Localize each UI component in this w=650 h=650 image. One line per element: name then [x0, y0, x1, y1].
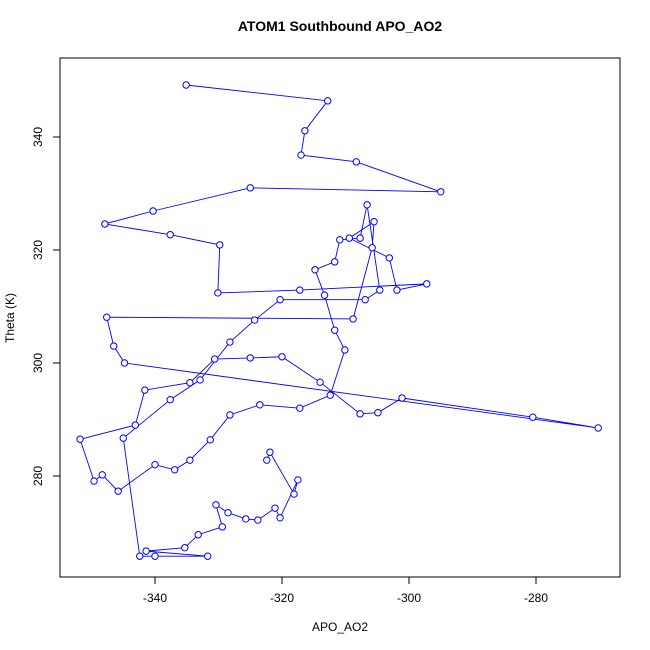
point	[361, 296, 369, 304]
series-line	[79, 84, 599, 557]
point	[246, 354, 254, 362]
point	[276, 514, 284, 522]
point	[120, 359, 129, 367]
point	[216, 241, 224, 249]
point	[336, 236, 344, 244]
point	[110, 342, 118, 350]
point	[393, 286, 401, 294]
point	[141, 386, 149, 394]
y-axis-label: Theta (K)	[3, 293, 17, 343]
point	[151, 460, 159, 469]
point	[316, 378, 324, 386]
point	[170, 466, 179, 474]
point	[206, 436, 214, 444]
x-axis-label: APO_AO2	[312, 620, 368, 634]
point	[186, 456, 194, 464]
point	[363, 201, 371, 209]
plot-frame	[59, 57, 621, 578]
y-tick-label: 300	[31, 353, 45, 373]
point	[142, 547, 150, 555]
point	[226, 338, 234, 346]
point	[149, 207, 157, 215]
point	[301, 127, 309, 135]
point	[341, 346, 349, 354]
chart-title: ATOM1 Southbound APO_AO2	[238, 18, 443, 34]
y-tick-label: 340	[31, 127, 45, 147]
point	[271, 504, 279, 512]
point	[101, 220, 109, 228]
point	[398, 394, 406, 402]
point	[194, 531, 202, 539]
point	[370, 218, 378, 226]
point	[374, 409, 382, 417]
point	[529, 413, 537, 421]
point	[214, 289, 222, 297]
point	[594, 424, 602, 432]
x-tick-label: -320	[270, 591, 294, 605]
point	[423, 280, 431, 288]
point	[311, 266, 319, 274]
point	[326, 391, 334, 399]
x-tick-label: -340	[143, 591, 167, 605]
point	[76, 435, 84, 443]
point	[356, 410, 364, 418]
point	[349, 315, 357, 323]
point	[203, 552, 212, 560]
x-tick-label: -280	[524, 591, 548, 605]
point	[376, 286, 384, 294]
point	[294, 476, 302, 484]
point	[263, 456, 271, 464]
point	[166, 396, 174, 404]
x-tick-label: -300	[397, 591, 421, 605]
point	[182, 81, 190, 89]
point	[368, 244, 376, 252]
point	[242, 515, 250, 523]
point	[210, 355, 219, 363]
point	[218, 523, 227, 531]
point	[320, 291, 329, 299]
point	[352, 158, 360, 166]
point	[324, 97, 332, 105]
point	[90, 477, 98, 485]
point	[437, 188, 445, 196]
point	[196, 376, 204, 384]
point	[296, 404, 304, 412]
point	[266, 448, 274, 456]
point	[296, 286, 304, 294]
point	[330, 258, 339, 266]
point	[278, 353, 286, 361]
point	[246, 184, 254, 192]
point	[131, 421, 140, 429]
point	[181, 544, 189, 552]
point	[297, 151, 305, 159]
point	[254, 516, 262, 524]
point	[224, 509, 232, 517]
point	[250, 316, 259, 324]
point	[385, 254, 394, 262]
point	[166, 231, 174, 239]
point	[345, 234, 354, 242]
point	[98, 471, 106, 479]
point	[186, 379, 194, 387]
point	[290, 490, 298, 498]
point	[151, 552, 159, 560]
point	[212, 501, 220, 509]
y-tick-label: 320	[31, 240, 45, 260]
point	[256, 401, 264, 409]
point	[103, 313, 111, 321]
point	[330, 326, 339, 334]
point	[276, 296, 284, 304]
y-tick-label: 280	[31, 466, 45, 486]
point	[356, 234, 364, 242]
point	[119, 434, 127, 442]
point	[226, 411, 234, 419]
point	[114, 487, 122, 495]
point	[136, 552, 144, 560]
